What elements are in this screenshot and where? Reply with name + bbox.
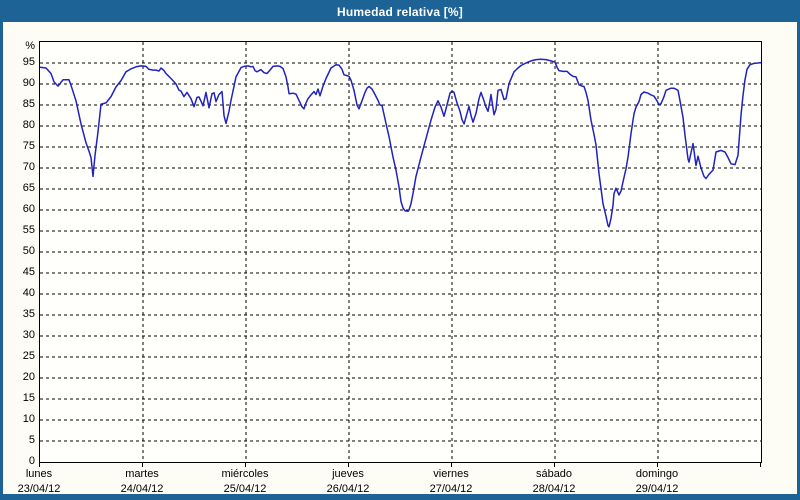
y-axis-unit-label: % (25, 40, 35, 52)
x-axis-day-label: lunes (25, 468, 53, 480)
x-axis-tick-mark (39, 463, 40, 467)
x-axis-tick-mark (348, 463, 349, 467)
y-axis-tick-label: 65 (22, 182, 35, 194)
y-axis-tick-label: 50 (22, 245, 35, 257)
x-axis-day-label: sábado (535, 468, 573, 480)
y-axis-tick-label: 85 (22, 98, 35, 110)
x-axis-tick-mark (657, 463, 658, 467)
y-axis-tick-label: 70 (22, 161, 35, 173)
x-axis-date-label: 26/04/12 (326, 483, 370, 495)
x-axis-day-label: miércoles (221, 468, 269, 480)
y-axis-tick-label: 95 (22, 56, 35, 68)
y-axis-tick-label: 40 (22, 287, 35, 299)
x-axis-day-label: martes (125, 468, 159, 480)
y-axis-tick-label: 60 (22, 203, 35, 215)
x-axis-day-label: jueves (332, 468, 364, 480)
x-axis-date-label: 27/04/12 (429, 483, 473, 495)
y-axis-tick-label: 10 (22, 413, 35, 425)
y-axis-tick-label: 35 (22, 308, 35, 320)
y-axis-tick-label: 75 (22, 140, 35, 152)
y-axis-tick-label: 25 (22, 350, 35, 362)
humidity-line (40, 58, 761, 228)
x-axis-tick-mark (760, 463, 761, 467)
y-axis-tick-label: 45 (22, 266, 35, 278)
y-axis-tick-label: 5 (28, 434, 35, 446)
plot-area (39, 41, 762, 463)
x-axis-day-label: viernes (433, 468, 469, 480)
x-axis-date-label: 23/04/12 (17, 483, 61, 495)
x-axis-day-label: domingo (635, 468, 679, 480)
y-axis-tick-label: 55 (22, 224, 35, 236)
title-bar: Humedad relativa [%] (3, 3, 797, 22)
x-axis-date-label: 28/04/12 (532, 483, 576, 495)
y-axis-tick-label: 15 (22, 392, 35, 404)
x-axis-tick-mark (245, 463, 246, 467)
x-axis-tick-mark (554, 463, 555, 467)
x-axis-tick-mark (142, 463, 143, 467)
x-axis-tick-mark (451, 463, 452, 467)
y-axis-tick-label: 30 (22, 329, 35, 341)
x-axis-date-label: 29/04/12 (635, 483, 679, 495)
x-axis-date-label: 24/04/12 (120, 483, 164, 495)
window-title: Humedad relativa [%] (336, 5, 464, 19)
y-axis-tick-label: 90 (22, 77, 35, 89)
humidity-line-chart (40, 42, 761, 462)
y-axis-tick-label: 20 (22, 371, 35, 383)
y-axis-tick-label: 0 (28, 455, 35, 467)
y-axis-tick-label: 80 (22, 119, 35, 131)
x-axis-date-label: 25/04/12 (223, 483, 267, 495)
